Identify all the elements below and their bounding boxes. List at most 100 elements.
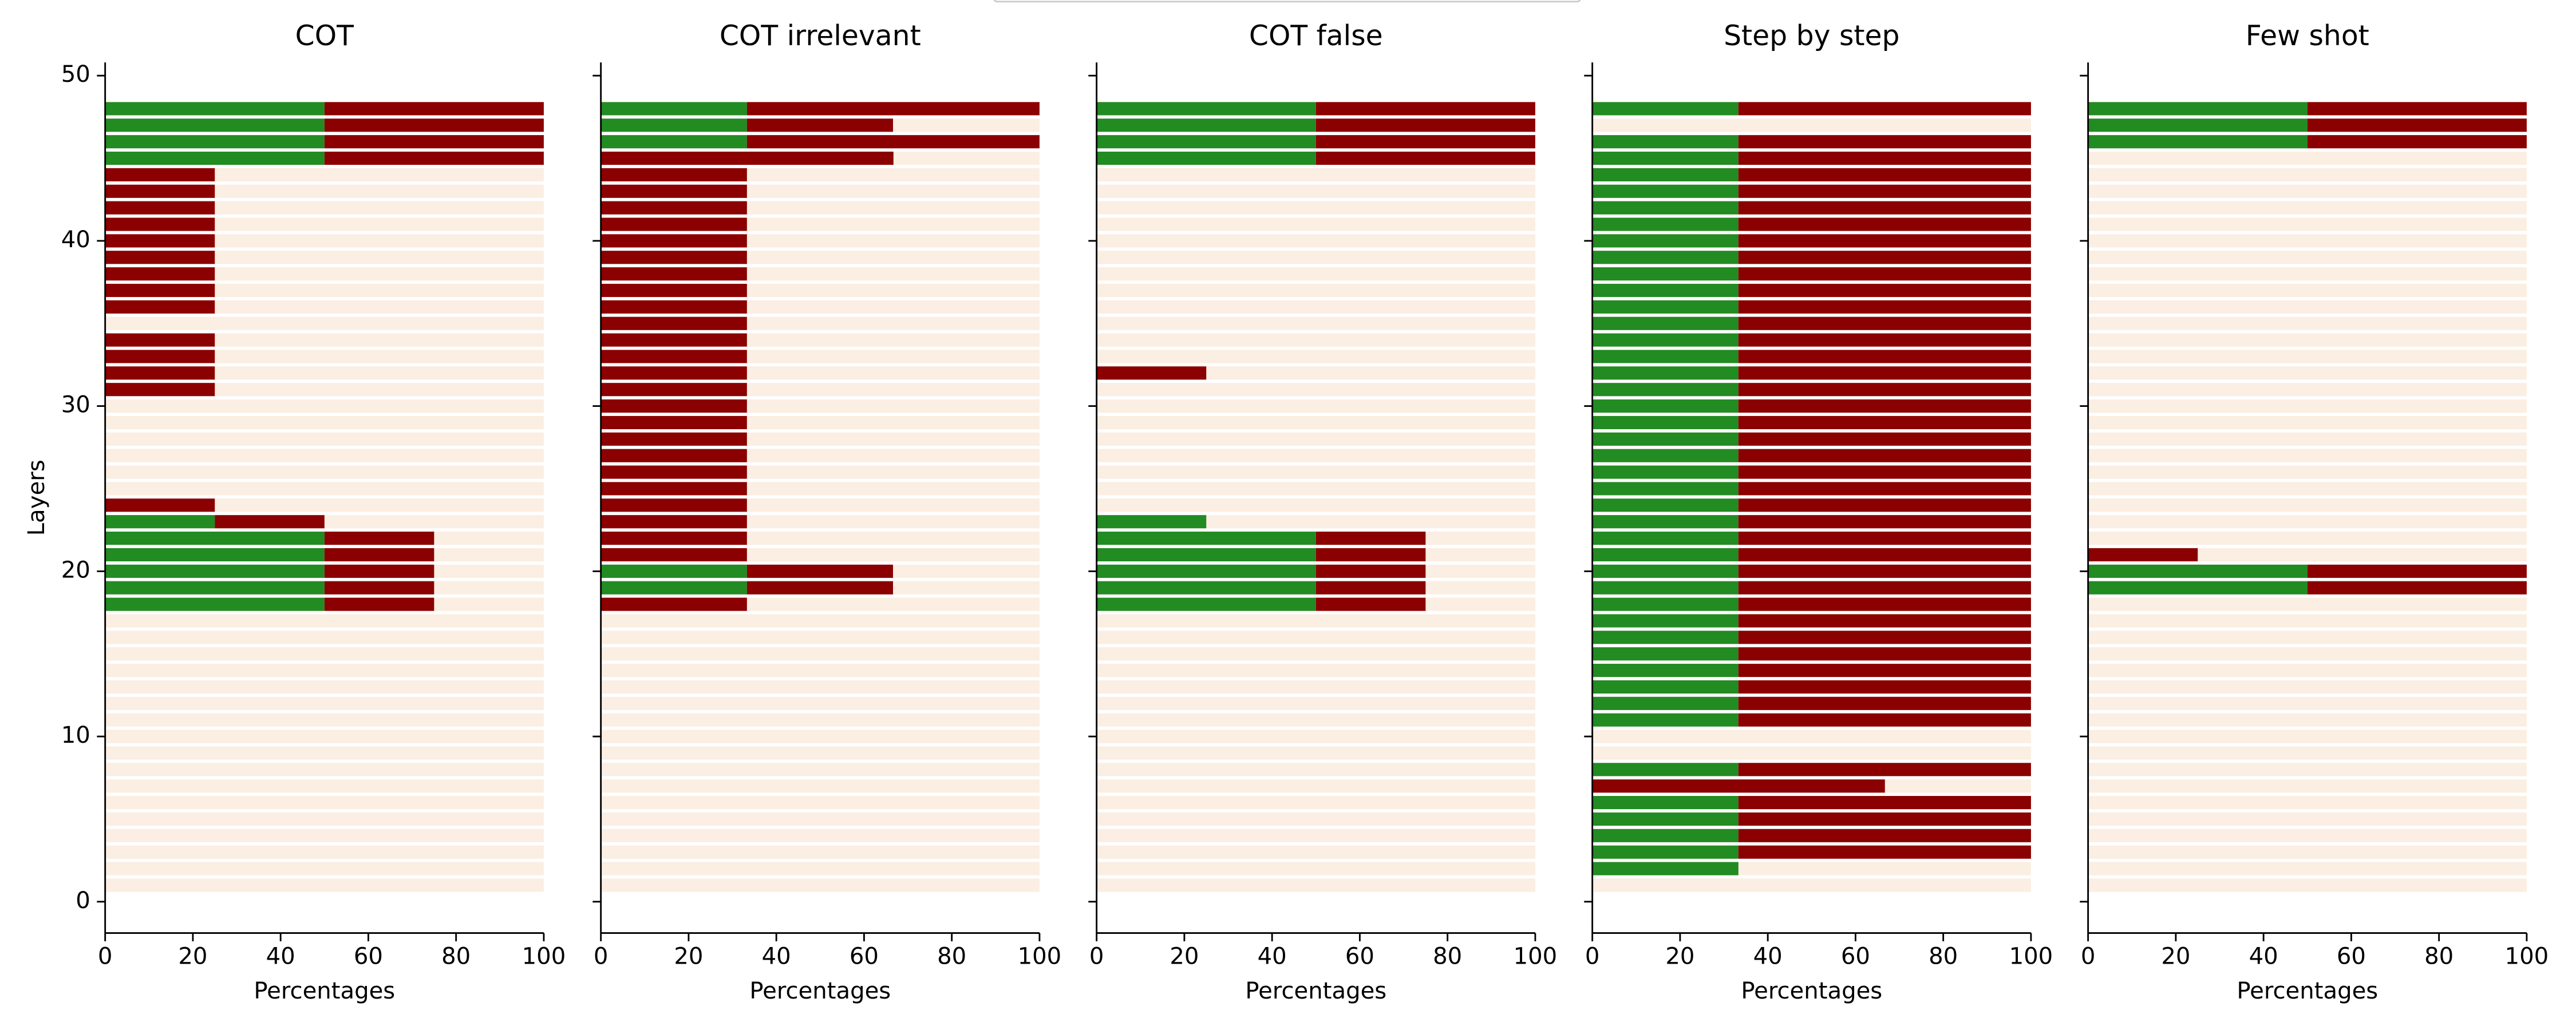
row-background — [1096, 399, 1535, 413]
row-background — [1096, 614, 1535, 628]
row-background — [1096, 449, 1535, 462]
row-background — [105, 449, 544, 462]
x-axis-label: Percentages — [749, 978, 891, 1004]
row-background — [2088, 201, 2527, 215]
row-background — [600, 696, 1040, 710]
row-background — [2088, 680, 2527, 694]
row-background — [2088, 614, 2527, 628]
bar-segment — [105, 564, 325, 578]
row-background — [2088, 251, 2527, 264]
bar-segment — [1592, 696, 1739, 710]
bar-segment — [105, 548, 325, 562]
bar-segment — [1738, 350, 2031, 363]
bar-segment — [1592, 151, 1739, 165]
x-axis-label: Percentages — [1741, 978, 1882, 1004]
bar-segment — [600, 432, 747, 446]
row-background — [105, 432, 544, 446]
y-tick-label: 40 — [61, 227, 90, 253]
row-background — [2088, 696, 2527, 710]
bar-segment — [1315, 135, 1535, 149]
x-tick-label: 0 — [2081, 944, 2096, 970]
row-background — [2088, 845, 2527, 859]
bar-segment — [1315, 151, 1535, 165]
row-background — [105, 680, 544, 694]
bar-segment — [1592, 432, 1739, 446]
bar-segment — [1096, 118, 1316, 132]
row-background — [2088, 664, 2527, 678]
bar-segment — [1592, 267, 1739, 281]
bar-segment — [215, 515, 325, 529]
bar-segment — [600, 267, 747, 281]
row-background — [600, 664, 1040, 678]
bar-segment — [1738, 300, 2031, 314]
bar-segment — [2307, 102, 2527, 116]
row-background — [600, 614, 1040, 628]
bar-segment — [600, 581, 747, 595]
bar-segment — [105, 102, 325, 116]
row-background — [105, 316, 544, 330]
bar-segment — [105, 366, 215, 380]
panel: 0 20 40 60 80 100 COT irrelevant Percentages — [592, 19, 1061, 1004]
x-tick-label: 60 — [354, 944, 383, 970]
row-background — [2088, 829, 2527, 842]
x-tick-label: 40 — [762, 944, 791, 970]
bar-segment — [1592, 201, 1739, 215]
row-background — [1592, 746, 2031, 760]
x-tick-label: 100 — [2505, 944, 2549, 970]
row-background — [600, 763, 1040, 777]
bar-segment — [600, 449, 747, 462]
legend-box — [993, 0, 1581, 3]
bar-segment — [1738, 168, 2031, 181]
row-background — [600, 730, 1040, 743]
bar-segment — [1738, 135, 2031, 149]
x-tick-label: 80 — [441, 944, 471, 970]
bar-segment — [1096, 515, 1207, 529]
row-background — [1096, 680, 1535, 694]
row-background — [2088, 383, 2527, 397]
row-background — [1096, 333, 1535, 347]
x-axis-label: Percentages — [254, 978, 395, 1004]
bar-segment — [746, 102, 1040, 116]
row-background — [1096, 482, 1535, 496]
bar-segment — [1592, 217, 1739, 231]
bar-segment — [105, 118, 325, 132]
bar-segment — [1738, 631, 2031, 644]
row-background — [105, 845, 544, 859]
y-tick-label: 10 — [61, 722, 90, 748]
row-background — [2088, 333, 2527, 347]
bar-segment — [105, 168, 215, 181]
bar-segment — [1592, 515, 1739, 529]
bar-segment — [1592, 795, 1739, 810]
panel: 0 20 40 60 80 100 0 10 20 30 40 50 COT Percentages Lay… — [23, 19, 566, 1004]
row-background — [105, 465, 544, 479]
bar-segment — [105, 234, 215, 248]
bar-segment — [1592, 614, 1739, 628]
bar-segment — [1315, 532, 1426, 545]
bar-segment — [600, 465, 747, 479]
row-background — [1096, 498, 1535, 512]
row-background — [1096, 795, 1535, 810]
bar-segment — [105, 135, 325, 149]
bar-segment — [600, 350, 747, 363]
row-background — [2088, 878, 2527, 892]
x-tick-label: 0 — [594, 944, 609, 970]
bar-segment — [1096, 581, 1316, 595]
row-background — [1096, 829, 1535, 842]
chart-title: COT — [295, 19, 354, 52]
bar-segment — [1315, 102, 1535, 116]
bar-segment — [1738, 449, 2031, 462]
row-background — [105, 482, 544, 496]
bar-segment — [1738, 812, 2031, 826]
bar-segment — [1592, 829, 1739, 842]
x-tick-label: 0 — [1089, 944, 1104, 970]
bar-segment — [324, 564, 434, 578]
bar-segment — [2088, 102, 2308, 116]
bar-segment — [2307, 581, 2527, 595]
bar-segment — [1592, 333, 1739, 347]
row-background — [105, 631, 544, 644]
bar-segment — [600, 102, 747, 116]
bar-segment — [1738, 399, 2031, 413]
bar-segment — [1592, 581, 1739, 595]
row-background — [105, 878, 544, 892]
row-background — [105, 763, 544, 777]
